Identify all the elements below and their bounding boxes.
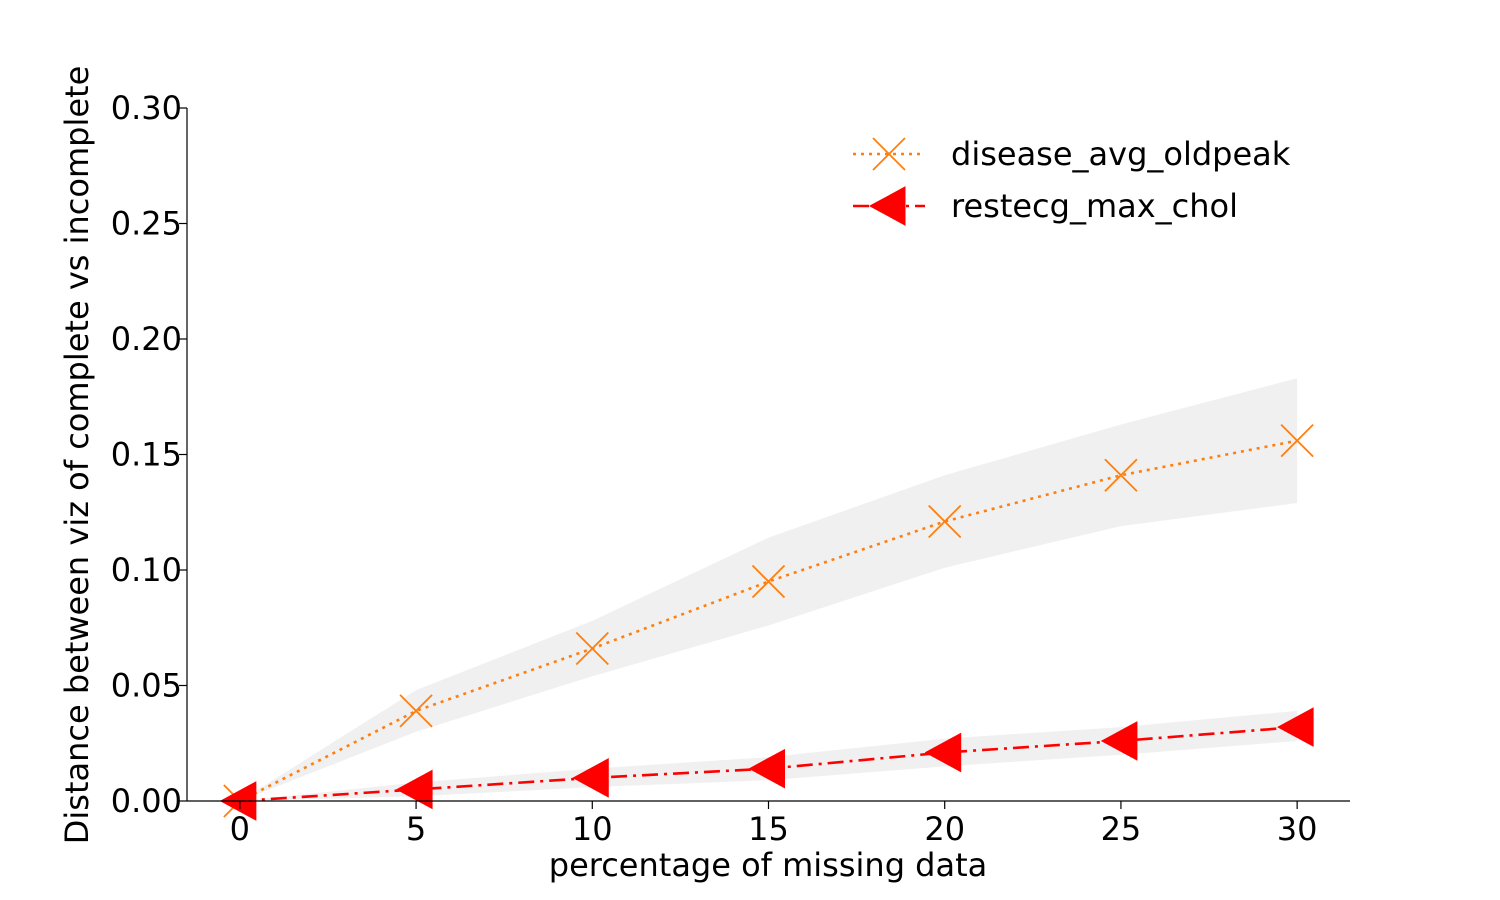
error-bands [239,378,1298,801]
error-band-disease_avg_oldpeak [239,378,1298,801]
x-axis-label: percentage of missing data [549,846,988,884]
legend-label: restecg_max_chol [951,187,1238,225]
data-point-disease_avg_oldpeak [575,631,609,666]
y-tick-label: 0.00 [111,782,182,820]
y-axis-label: Distance between viz of complete vs inco… [58,66,96,845]
legend-marker [872,137,906,171]
data-point-disease_avg_oldpeak [399,694,433,728]
data-point-restecg_max_chol [1277,707,1314,747]
y-tick-label: 0.10 [111,551,182,589]
x-marker-stroke [872,137,906,171]
x-marker-stroke [928,504,962,539]
legend-entry: restecg_max_chol [853,186,1238,226]
x-ticks: 0 5 10 15 20 25 30 [230,801,1318,848]
x-marker-stroke [751,564,786,599]
data-point-restecg_max_chol [572,758,609,798]
x-marker-stroke [399,694,433,728]
x-tick-label: 15 [748,810,789,848]
x-tick-label: 5 [406,810,426,848]
x-tick-label: 25 [1101,810,1142,848]
y-tick-label: 0.25 [111,205,182,243]
data-point-restecg_max_chol [396,769,433,810]
data-point-disease_avg_oldpeak [751,564,786,599]
error-band-restecg_max_chol [239,710,1298,801]
x-tick-label: 30 [1277,810,1318,848]
legend-label: disease_avg_oldpeak [951,135,1291,173]
data-point-restecg_max_chol [1100,721,1138,761]
data-point-restecg_max_chol [924,732,962,773]
legend-marker [868,186,906,226]
x-tick-label: 10 [572,810,613,848]
y-tick-label: 0.30 [111,89,182,127]
x-tick-label: 20 [924,810,965,848]
x-marker-stroke [1280,424,1314,458]
legend-entry: disease_avg_oldpeak [853,135,1291,173]
x-marker-stroke [575,631,609,666]
legend: disease_avg_oldpeak restecg_max_chol [853,135,1291,226]
data-point-disease_avg_oldpeak [928,504,962,539]
data-point-disease_avg_oldpeak [1104,458,1138,492]
y-tick-label: 0.15 [111,436,182,474]
y-ticks: 0.00 0.05 0.10 0.15 0.20 0.25 0.30 [111,89,187,820]
data-point-restecg_max_chol [748,748,785,789]
y-tick-label: 0.05 [111,667,182,705]
x-tick-label: 0 [230,810,250,848]
x-marker-stroke [1104,458,1138,492]
y-tick-label: 0.20 [111,320,182,358]
data-point-disease_avg_oldpeak [1280,424,1314,458]
